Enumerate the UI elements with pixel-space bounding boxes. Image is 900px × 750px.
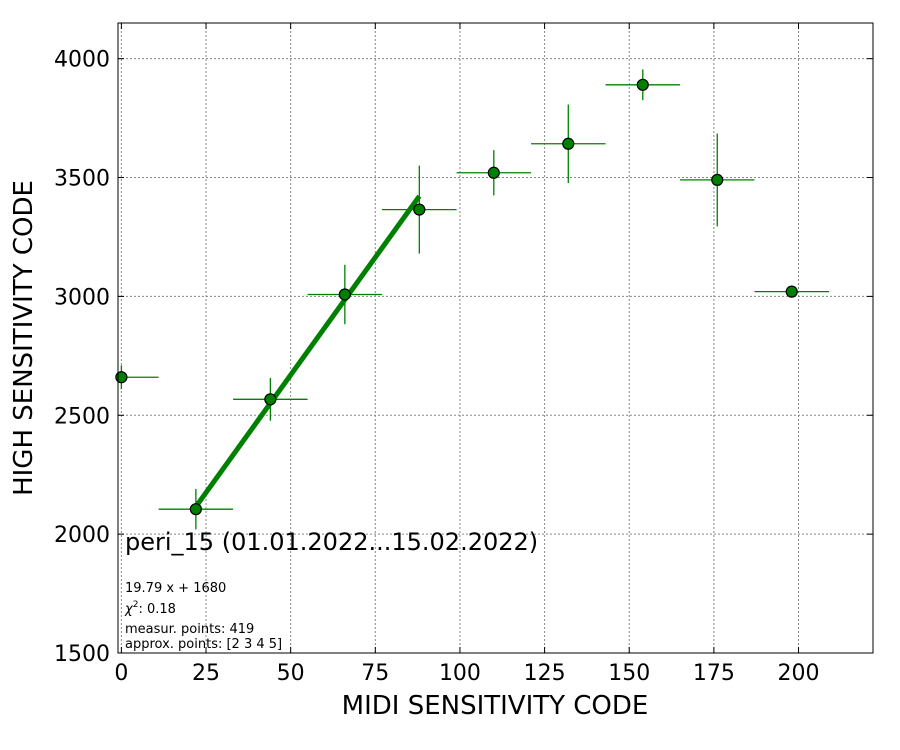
data-point bbox=[115, 371, 128, 384]
error-bars bbox=[118, 69, 829, 530]
x-tick-label: 50 bbox=[277, 661, 305, 686]
chi2-symbol: χ bbox=[124, 602, 134, 617]
data-point bbox=[711, 173, 724, 187]
data-point bbox=[785, 285, 798, 298]
fit-line bbox=[193, 194, 422, 509]
annotation-approx-points: approx. points: [2 3 4 5] bbox=[125, 637, 282, 652]
x-tick-label: 125 bbox=[524, 661, 566, 686]
data-points bbox=[115, 78, 798, 516]
x-tick-label: 150 bbox=[608, 661, 650, 686]
data-point bbox=[636, 78, 649, 91]
y-tick-label: 4000 bbox=[54, 48, 110, 73]
data-point bbox=[413, 203, 426, 216]
data-point bbox=[189, 503, 202, 516]
y-tick-label: 2000 bbox=[54, 523, 110, 548]
plot-frame bbox=[117, 22, 874, 654]
data-point bbox=[487, 166, 500, 179]
y-tick-label: 1500 bbox=[54, 642, 110, 667]
data-point bbox=[338, 288, 351, 301]
annotation-equation: 19.79 x + 1680 bbox=[125, 581, 226, 596]
y-tick-label: 2500 bbox=[54, 404, 110, 429]
annotation-title: peri_15 (01.01.2022...15.02.2022) bbox=[125, 528, 538, 556]
data-point bbox=[562, 137, 575, 150]
x-tick-label: 100 bbox=[439, 661, 481, 686]
x-tick-label: 200 bbox=[778, 661, 820, 686]
grid-lines bbox=[118, 23, 873, 654]
ticks: 0 25 50 75 100 125 150 175 200 1500 2000 2500 3000 35… bbox=[54, 23, 873, 686]
y-tick-label: 3000 bbox=[54, 285, 110, 310]
x-tick-label: 75 bbox=[361, 661, 389, 686]
chi2-superscript: 2 bbox=[133, 600, 139, 610]
data-point bbox=[264, 393, 277, 406]
y-axis-label: HIGH SENSITIVITY CODE bbox=[9, 180, 39, 496]
annotation-measur-points: measur. points: 419 bbox=[125, 622, 254, 637]
chi2-value: : 0.18 bbox=[138, 602, 175, 617]
x-tick-label: 25 bbox=[192, 661, 220, 686]
x-tick-label: 0 bbox=[114, 661, 128, 686]
x-tick-label: 175 bbox=[693, 661, 735, 686]
y-tick-label: 3500 bbox=[54, 167, 110, 192]
x-axis-label: MIDI SENSITIVITY CODE bbox=[342, 691, 649, 721]
annotation-chi2: χ2: 0.18 bbox=[124, 600, 176, 617]
fit-line-group bbox=[193, 194, 422, 509]
